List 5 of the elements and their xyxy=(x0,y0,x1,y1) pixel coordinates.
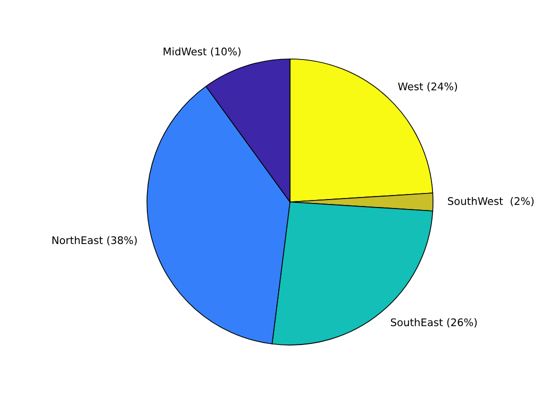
slice-label: MidWest (10%) xyxy=(164,47,240,57)
slice-label: West (24%) xyxy=(398,82,457,92)
slice-label: SouthWest (2%) xyxy=(448,196,534,206)
slice-label: NorthEast (38%) xyxy=(52,236,137,246)
slice-label: SouthEast (26%) xyxy=(390,318,477,328)
